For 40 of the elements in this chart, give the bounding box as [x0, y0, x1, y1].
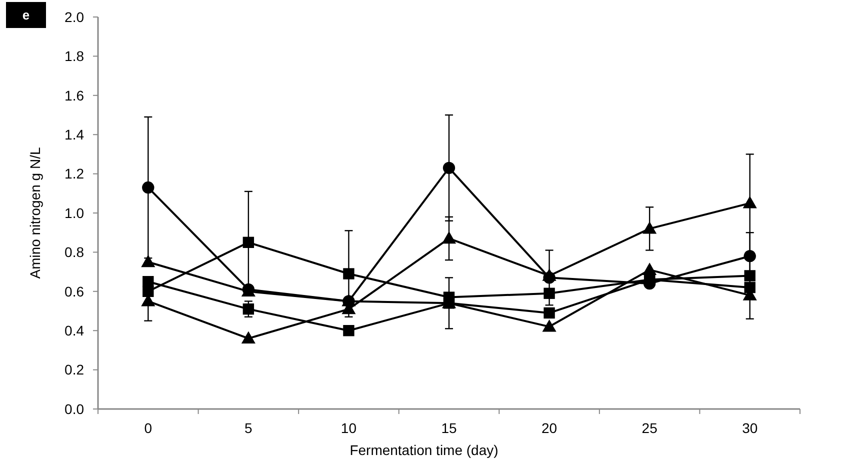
- x-tick-label: 5: [244, 420, 253, 436]
- y-tick-label: 1.6: [64, 87, 84, 104]
- point: [744, 250, 756, 262]
- y-tick-label: 0.4: [64, 322, 84, 338]
- point: [343, 325, 354, 336]
- point: [242, 303, 254, 315]
- x-tick-label: 0: [144, 420, 152, 436]
- x-tick-label: 10: [340, 420, 357, 436]
- y-tick-label: 1.0: [64, 204, 84, 221]
- point: [542, 320, 556, 332]
- point: [744, 270, 756, 282]
- y-tick-label: 1.2: [64, 166, 84, 182]
- point: [142, 255, 155, 268]
- text: e: [22, 8, 30, 23]
- x-axis-title: Fermentation time (day): [350, 442, 498, 458]
- point: [442, 232, 456, 244]
- point: [544, 288, 555, 299]
- point: [542, 269, 556, 281]
- point: [242, 332, 256, 344]
- y-tick-label: 1.8: [64, 48, 84, 64]
- x-tick-label: 20: [541, 420, 558, 436]
- y-tick-label: 0.2: [64, 362, 84, 378]
- point: [142, 276, 154, 288]
- y-tick-label: 1.4: [64, 126, 84, 142]
- y-tick-label: 0.0: [64, 400, 84, 417]
- point: [343, 268, 354, 280]
- y-tick-label: 0.8: [64, 244, 84, 260]
- point: [544, 307, 555, 319]
- y-tick-label: 2.0: [64, 8, 84, 25]
- y-tick-label: 0.6: [64, 283, 84, 300]
- x-tick-label: 25: [642, 420, 658, 436]
- point: [442, 162, 456, 174]
- x-tick-label: 30: [742, 420, 758, 436]
- point: [142, 181, 154, 194]
- y-axis-title: Amino nitrogen g N/L: [27, 147, 43, 279]
- point: [743, 196, 756, 208]
- x-tick-label: 15: [441, 420, 457, 436]
- point: [642, 222, 656, 234]
- point: [642, 263, 656, 275]
- point: [242, 236, 254, 248]
